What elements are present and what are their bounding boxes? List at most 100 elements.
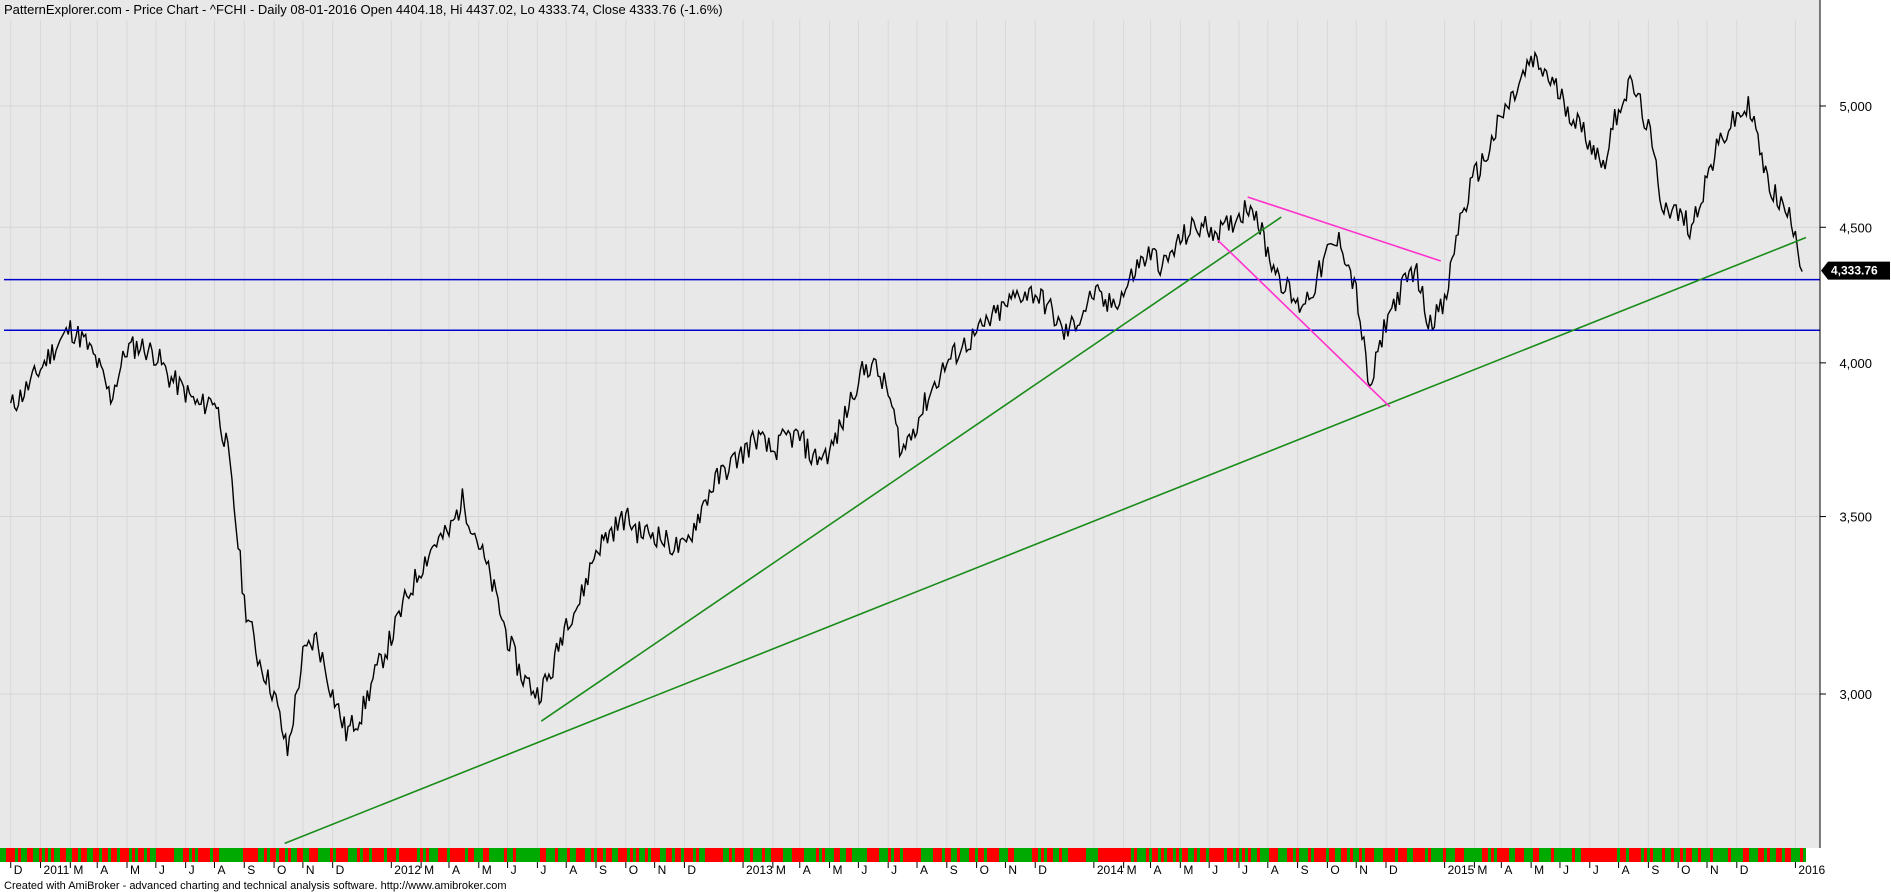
volume-bar [237, 848, 240, 862]
y-tick-label: 3,000 [1839, 687, 1872, 702]
volume-bar [111, 848, 114, 862]
volume-bar [870, 848, 873, 862]
volume-bar [1653, 848, 1656, 862]
volume-bar [1146, 848, 1149, 862]
volume-bar [1674, 848, 1677, 862]
volume-bar [75, 848, 78, 862]
volume-bar [687, 848, 690, 862]
volume-bar [597, 848, 600, 862]
volume-bar [51, 848, 54, 862]
volume-bar [1386, 848, 1389, 862]
volume-bar [891, 848, 894, 862]
volume-bar [972, 848, 975, 862]
volume-bar [138, 848, 141, 862]
volume-bar [1785, 848, 1788, 862]
volume-bar [1086, 848, 1089, 862]
volume-bar [1023, 848, 1026, 862]
volume-bar [1305, 848, 1308, 862]
volume-bar [24, 848, 27, 862]
volume-bar [207, 848, 210, 862]
x-tick-label: J [1563, 863, 1569, 877]
volume-bar [96, 848, 99, 862]
volume-bar [786, 848, 789, 862]
volume-bar [1332, 848, 1335, 862]
volume-bar [1026, 848, 1029, 862]
volume-bar [192, 848, 195, 862]
x-tick-label: N [306, 863, 315, 877]
volume-bar [264, 848, 267, 862]
volume-bar [693, 848, 696, 862]
volume-bar [1335, 848, 1338, 862]
volume-bar [1767, 848, 1770, 862]
x-tick-label: J [891, 863, 897, 877]
volume-bar [1221, 848, 1224, 862]
volume-bar [72, 848, 75, 862]
volume-bar [30, 848, 33, 862]
volume-bar [942, 848, 945, 862]
volume-bar [1167, 848, 1170, 862]
x-tick-label: M [482, 863, 492, 877]
volume-bar [1419, 848, 1422, 862]
x-tick-label: N [1008, 863, 1017, 877]
volume-bar [1074, 848, 1077, 862]
plot-panel [0, 0, 1820, 848]
x-tick-label: O [277, 863, 286, 877]
trendlines-layer [284, 196, 1807, 845]
volume-bar [0, 848, 3, 862]
volume-bar [915, 848, 918, 862]
volume-bar [1425, 848, 1428, 862]
x-tick-label: A [569, 863, 577, 877]
volume-bar [426, 848, 429, 862]
volume-bar [672, 848, 675, 862]
volume-bar [861, 848, 864, 862]
volume-bar [126, 848, 129, 862]
volume-bar [120, 848, 123, 862]
volume-bar [228, 848, 231, 862]
volume-bar [1215, 848, 1218, 862]
volume-bar [1713, 848, 1716, 862]
volume-bar [231, 848, 234, 862]
volume-bar [441, 848, 444, 862]
volume-bar [1242, 848, 1245, 862]
last-value-label: 4,333.76 [1831, 264, 1878, 278]
volume-bar [1512, 848, 1515, 862]
volume-bar [1020, 848, 1023, 862]
volume-bar [1173, 848, 1176, 862]
volume-bar [1506, 848, 1509, 862]
volume-bar [582, 848, 585, 862]
volume-bar [282, 848, 285, 862]
volume-bar [1590, 848, 1593, 862]
volume-bar [1635, 848, 1638, 862]
volume-bar [240, 848, 243, 862]
volume-bar [927, 848, 930, 862]
volume-bar [1254, 848, 1257, 862]
volume-bar [1092, 848, 1095, 862]
volume-bar [216, 848, 219, 862]
volume-bar [489, 848, 492, 862]
x-tick-label: 2015 [1448, 863, 1475, 877]
volume-bar [492, 848, 495, 862]
volume-bar [711, 848, 714, 862]
volume-bar [900, 848, 903, 862]
volume-bar [774, 848, 777, 862]
volume-bar [405, 848, 408, 862]
volume-bar [735, 848, 738, 862]
volume-bar [945, 848, 948, 862]
volume-bar [1452, 848, 1455, 862]
volume-bar [420, 848, 423, 862]
volume-bar [1677, 848, 1680, 862]
volume-bar [1791, 848, 1794, 862]
volume-bar [804, 848, 807, 862]
volume-bar [483, 848, 486, 862]
volume-bar [789, 848, 792, 862]
volume-bar [144, 848, 147, 862]
volume-bar [312, 848, 315, 862]
volume-bar [576, 848, 579, 862]
volume-bar [1317, 848, 1320, 862]
volume-bar [1620, 848, 1623, 862]
volume-bar [516, 848, 519, 862]
volume-bar [843, 848, 846, 862]
volume-bar [477, 848, 480, 862]
volume-bar [1224, 848, 1227, 862]
volume-bar [771, 848, 774, 862]
